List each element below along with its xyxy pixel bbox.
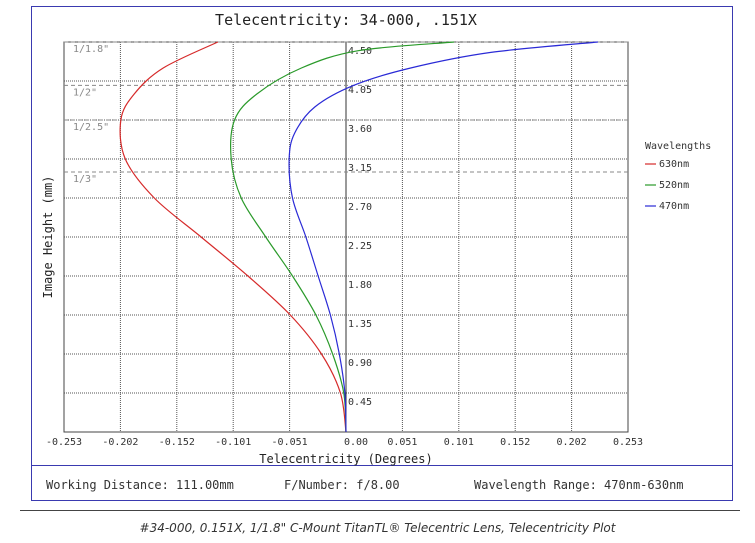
working-distance-label: Working Distance: 111.00mm — [46, 478, 234, 492]
legend-title: Wavelengths — [645, 141, 711, 152]
x-tick-label: 0.00 — [344, 437, 368, 448]
y-tick-label: 4.50 — [348, 46, 372, 57]
x-tick-label: -0.202 — [102, 437, 138, 448]
x-tick-label: -0.051 — [272, 437, 308, 448]
x-tick-label: 0.051 — [387, 437, 417, 448]
x-tick-label: 0.152 — [500, 437, 530, 448]
series-line-630nm — [119, 41, 347, 433]
sensor-format-label: 1/3" — [73, 174, 97, 185]
y-tick-label: 0.45 — [348, 397, 372, 408]
x-tick-label: -0.152 — [159, 437, 195, 448]
y-tick-label: 3.15 — [348, 163, 372, 174]
x-tick-label: 0.202 — [557, 437, 587, 448]
plot-frame — [31, 6, 733, 501]
y-axis-label: Image Height (mm) — [41, 176, 55, 299]
x-tick-label: -0.101 — [215, 437, 251, 448]
sensor-format-label: 1/2" — [73, 87, 97, 98]
y-tick-label: 2.25 — [348, 241, 372, 252]
y-tick-label: 0.90 — [348, 358, 372, 369]
legend-label-520nm: 520nm — [659, 180, 689, 191]
y-tick-label: 2.70 — [348, 202, 372, 213]
chart-title: Telecentricity: 34-000, .151X — [215, 11, 477, 29]
y-tick-label: 1.80 — [348, 280, 372, 291]
wavelength-range-label: Wavelength Range: 470nm-630nm — [474, 478, 684, 492]
series-line-470nm — [288, 41, 598, 433]
sensor-format-label: 1/1.8" — [73, 44, 109, 55]
x-tick-label: 0.253 — [613, 437, 643, 448]
x-axis-label: Telecentricity (Degrees) — [259, 452, 432, 466]
f-number-label: F/Number: f/8.00 — [284, 478, 400, 492]
y-tick-label: 4.05 — [348, 85, 372, 96]
caption-rule — [20, 510, 740, 511]
y-tick-label: 3.60 — [348, 124, 372, 135]
legend-label-470nm: 470nm — [659, 201, 689, 212]
y-tick-label: 1.35 — [348, 319, 372, 330]
series-line-520nm — [230, 41, 455, 433]
figure-caption: #34-000, 0.151X, 1/1.8" C-Mount TitanTL®… — [139, 521, 616, 535]
legend-label-630nm: 630nm — [659, 159, 689, 170]
x-tick-label: 0.101 — [444, 437, 474, 448]
telecentricity-chart: Telecentricity: 34-000, .151X -0.253 -0.20… — [41, 11, 711, 466]
sensor-format-label: 1/2.5" — [73, 122, 109, 133]
footer-divider — [31, 465, 733, 466]
x-tick-label: -0.253 — [46, 437, 82, 448]
